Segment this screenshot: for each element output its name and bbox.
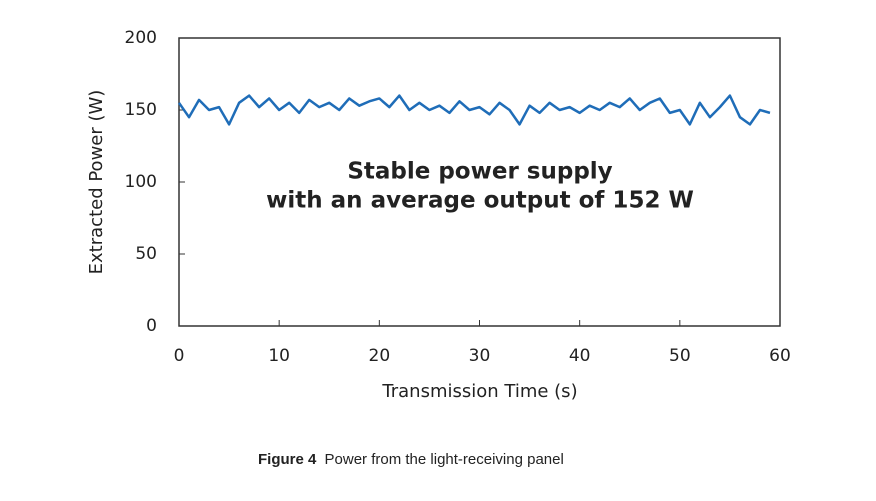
x-tick-label: 10 (268, 346, 290, 366)
y-tick-label: 150 (125, 100, 157, 120)
caption-label: Figure 4 (258, 451, 317, 468)
y-tick-label: 0 (146, 316, 157, 336)
y-tick-label: 200 (125, 28, 157, 48)
annotation: Stable power supply (347, 159, 612, 185)
y-axis-title: Extracted Power (W) (86, 90, 107, 275)
annotation: with an average output of 152 W (266, 188, 694, 214)
y-tick-label: 50 (135, 244, 157, 264)
x-tick-label: 60 (769, 346, 791, 366)
caption-text: Power from the light-receiving panel (325, 451, 564, 468)
x-axis-title: Transmission Time (s) (381, 381, 577, 402)
caption: Figure 4 Power from the light-receiving … (258, 451, 564, 468)
y-tick-label: 100 (125, 172, 157, 192)
x-tick-label: 0 (174, 346, 185, 366)
x-tick-label: 20 (369, 346, 391, 366)
x-tick-label: 50 (669, 346, 691, 366)
data-line (177, 94, 771, 126)
x-tick-label: 30 (469, 346, 491, 366)
x-tick-label: 40 (569, 346, 591, 366)
